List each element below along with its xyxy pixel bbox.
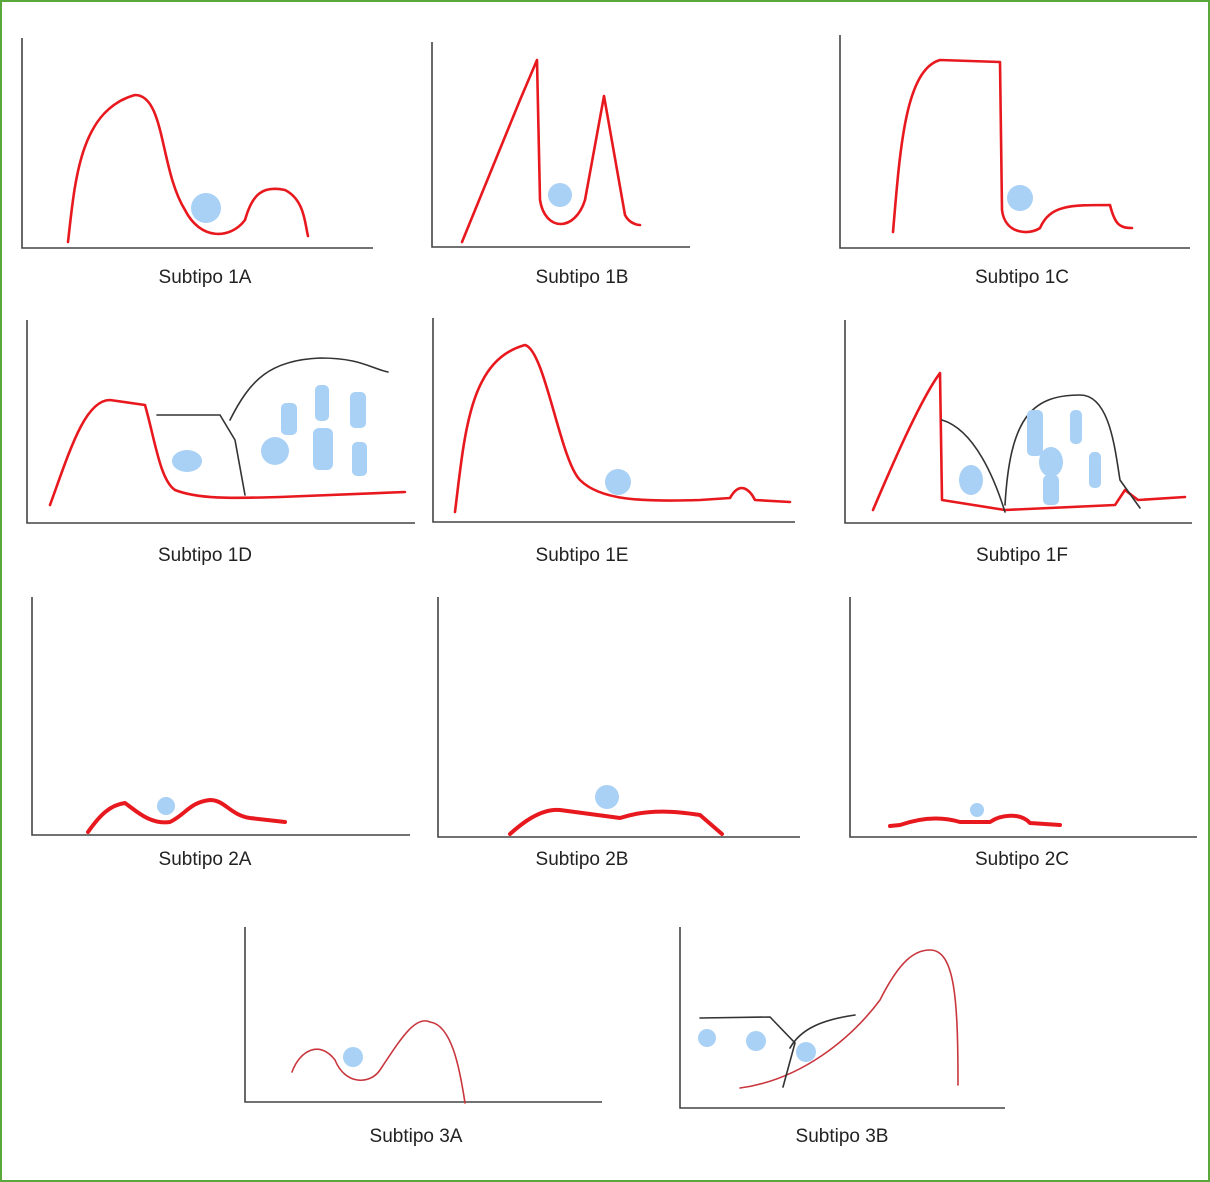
label: Subtipo 2C	[975, 849, 1069, 870]
blob	[157, 797, 175, 815]
blob	[191, 193, 221, 223]
label: Subtipo 1A	[159, 267, 252, 288]
blob	[350, 392, 366, 428]
blob	[315, 385, 329, 421]
blob	[796, 1042, 816, 1062]
blob	[352, 442, 367, 476]
blob	[605, 469, 631, 495]
label: Subtipo 1B	[536, 267, 629, 288]
frame	[1, 1, 1209, 1181]
label: Subtipo 3B	[796, 1126, 889, 1147]
blob	[1070, 410, 1082, 444]
blob	[959, 465, 983, 495]
diagram: Subtipo 1A Subtipo 1B Subtipo 1C Subtipo…	[0, 0, 1210, 1182]
label: Subtipo 1C	[975, 267, 1069, 288]
blob	[1007, 185, 1033, 211]
blob	[746, 1031, 766, 1051]
blob	[548, 183, 572, 207]
blob	[1089, 452, 1101, 488]
blob	[172, 450, 202, 472]
label: Subtipo 1F	[976, 545, 1068, 566]
blob	[970, 803, 984, 817]
blob	[281, 403, 297, 435]
blob	[595, 785, 619, 809]
blob	[698, 1029, 716, 1047]
label: Subtipo 1E	[536, 545, 629, 566]
blob	[261, 437, 289, 465]
label: Subtipo 2B	[536, 849, 629, 870]
blob	[1027, 410, 1043, 456]
label: Subtipo 3A	[370, 1126, 463, 1147]
blob	[343, 1047, 363, 1067]
blob	[1039, 447, 1063, 477]
blob	[313, 428, 333, 470]
blob	[1043, 475, 1059, 505]
label: Subtipo 2A	[159, 849, 252, 870]
label: Subtipo 1D	[158, 545, 252, 566]
